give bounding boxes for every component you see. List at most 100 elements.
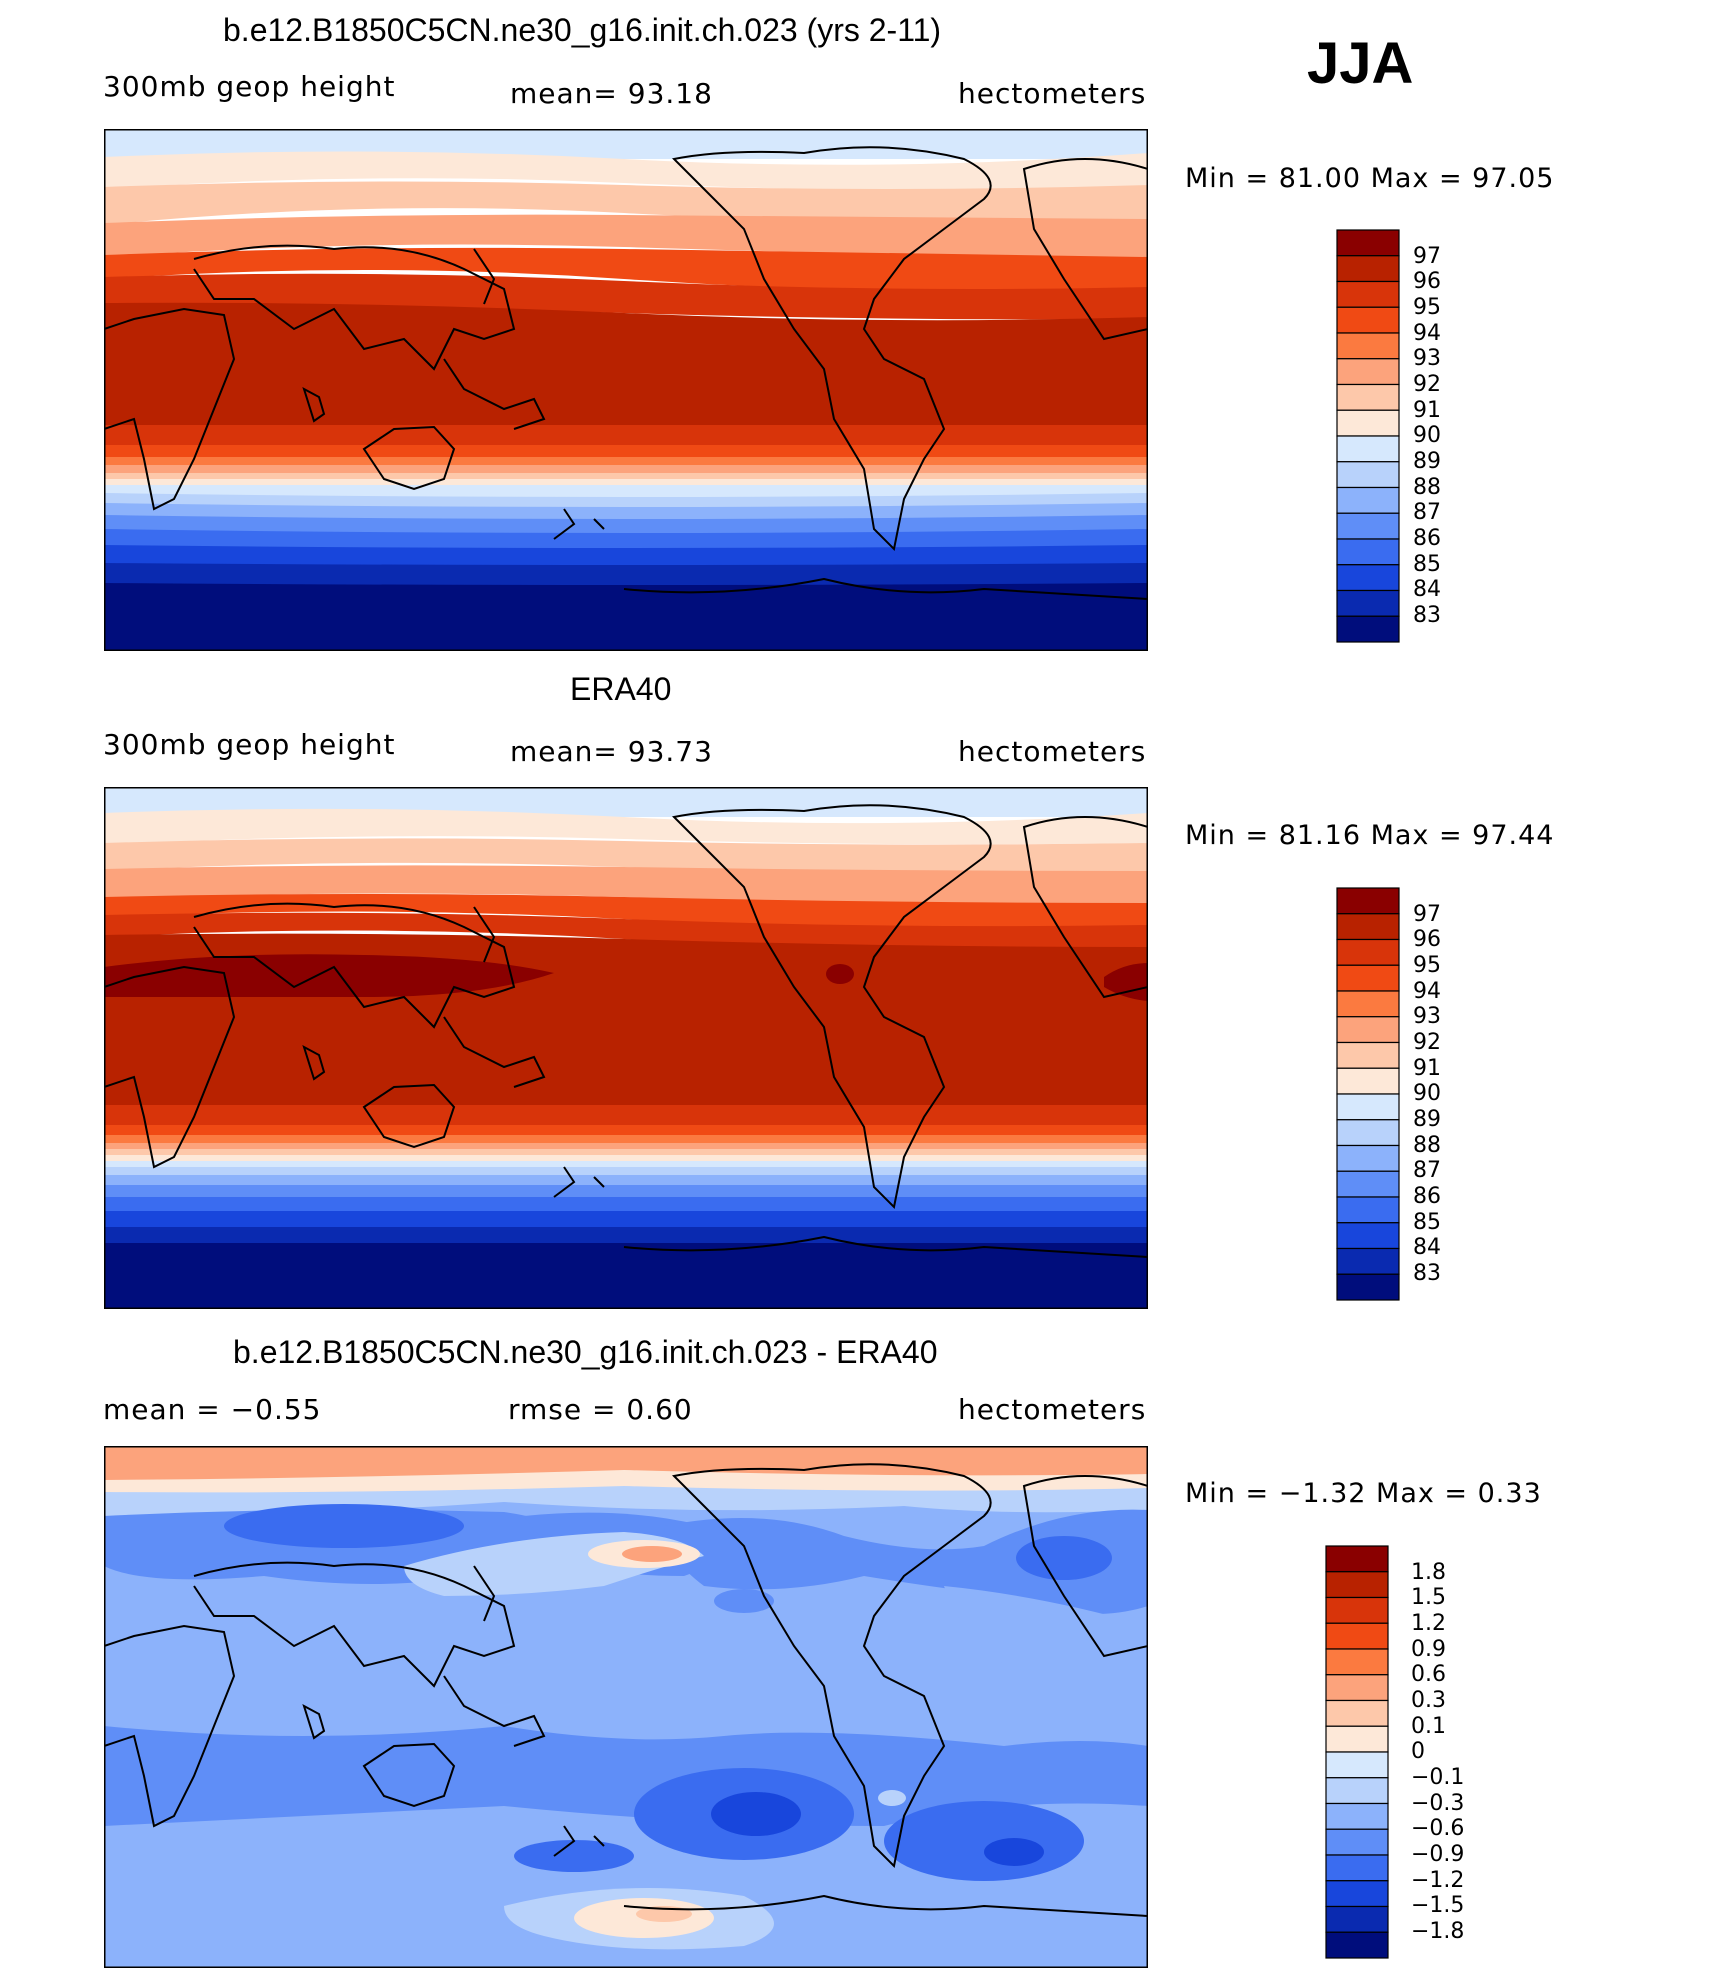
band-1-f [104,273,1148,320]
cb2-label-7: 90 [1413,1081,1441,1106]
cb1-label-5: 92 [1413,372,1441,397]
panel-2-frame [104,787,1148,1309]
colorbar-box-7 [1336,1067,1400,1095]
colorbar-box-13 [1336,1222,1400,1250]
colorbar-box-13 [1336,564,1400,592]
colorbar-box-6 [1325,1699,1389,1727]
colorbar-box-9 [1336,461,1400,489]
colorbar-box-12 [1336,1196,1400,1224]
colorbar-box-9 [1325,1777,1389,1805]
colorbar-box-14 [1336,1247,1400,1275]
colorbar-box-1 [1325,1571,1389,1599]
panel-1-units-label: hectometers [958,77,1147,110]
cb2-label-10: 87 [1413,1158,1441,1183]
cb1-label-12: 85 [1413,552,1441,577]
colorbar-box-12 [1325,1854,1389,1882]
panel-2-units-label: hectometers [958,735,1147,768]
colorbar-2-boxes [1336,887,1400,1301]
cb3-label-11: −0.9 [1411,1842,1465,1867]
colorbar-box-10 [1336,1144,1400,1172]
panel-2-variable-label: 300mb geop height [103,728,396,761]
panel-3-colorbar [1325,1545,1389,1959]
colorbar-box-8 [1336,1093,1400,1121]
panel-2-colorbar [1336,887,1400,1301]
cb3-label-12: −1.2 [1411,1868,1465,1893]
colorbar-box-0 [1336,229,1400,257]
cb1-label-6: 91 [1413,398,1441,423]
panel-2-mean-label: mean= 93.73 [510,735,713,768]
cb1-label-0: 97 [1413,244,1441,269]
colorbar-box-7 [1325,1725,1389,1753]
cb3-label-6: 0.1 [1411,1714,1446,1739]
band-1-d [104,214,1148,259]
panel-1-colorbar [1336,229,1400,643]
cb3-label-8: −0.1 [1411,1765,1465,1790]
cb1-label-9: 88 [1413,475,1441,500]
colorbar-box-0 [1336,887,1400,915]
colorbar-box-15 [1336,615,1400,643]
panel-3-minmax: Min = −1.32 Max = 0.33 [1185,1478,1542,1509]
cb1-label-11: 86 [1413,526,1441,551]
coastlines [104,146,1148,600]
band-1-k [104,465,1148,475]
cb1-label-4: 93 [1413,346,1441,371]
cb3-label-13: −1.5 [1411,1893,1465,1918]
cb1-label-13: 84 [1413,577,1441,602]
cb1-label-14: 83 [1413,603,1441,628]
colorbar-box-3 [1336,964,1400,992]
colorbar-box-11 [1325,1828,1389,1856]
colorbar-box-6 [1336,1041,1400,1069]
cb1-label-7: 90 [1413,423,1441,448]
panel-3-mean-label: mean = −0.55 [103,1393,322,1426]
colorbar-box-7 [1336,409,1400,437]
colorbar-box-3 [1336,306,1400,334]
cb2-label-11: 86 [1413,1184,1441,1209]
colorbar-box-5 [1336,358,1400,386]
band-1-l [104,473,1148,481]
cb1-label-3: 94 [1413,321,1441,346]
cb2-label-1: 96 [1413,927,1441,952]
cb2-label-2: 95 [1413,953,1441,978]
cb2-label-0: 97 [1413,902,1441,927]
band-1-q [104,515,1148,535]
colorbar-box-1 [1336,255,1400,283]
cb2-label-13: 84 [1413,1235,1441,1260]
cb2-label-12: 85 [1413,1210,1441,1235]
panel-3-map [104,1446,1148,1968]
panel-3-title: b.e12.B1850C5CN.ne30_g16.init.ch.023 - E… [233,1334,938,1370]
band-1-g [104,302,1148,429]
panel-2-title: ERA40 [570,671,672,707]
band-1-r [104,529,1148,550]
band-1-n [104,485,1148,499]
season-label: JJA [1307,31,1414,96]
panel-1-frame [104,129,1148,651]
panel-1-variable-label: 300mb geop height [103,70,396,103]
cb3-label-3: 0.9 [1411,1637,1446,1662]
cb3-label-0: 1.8 [1411,1560,1446,1585]
colorbar-box-6 [1336,383,1400,411]
cb2-label-3: 94 [1413,979,1441,1004]
colorbar-box-4 [1325,1648,1389,1676]
panel-1-title: b.e12.B1850C5CN.ne30_g16.init.ch.023 (yr… [223,12,942,48]
band-1-t [104,563,1148,587]
cb1-label-8: 89 [1413,449,1441,474]
colorbar-3-boxes [1325,1545,1389,1959]
colorbar-box-2 [1336,938,1400,966]
cb3-label-4: 0.6 [1411,1662,1446,1687]
band-1-s [104,545,1148,567]
panel-3-units-label: hectometers [958,1393,1147,1426]
colorbar-box-10 [1325,1802,1389,1830]
colorbar-box-14 [1325,1905,1389,1933]
cb2-label-4: 93 [1413,1004,1441,1029]
cb1-label-2: 95 [1413,295,1441,320]
colorbar-box-8 [1336,435,1400,463]
colorbar-box-4 [1336,332,1400,360]
cb2-label-8: 89 [1413,1107,1441,1132]
colorbar-box-15 [1336,1273,1400,1301]
colorbar-box-14 [1336,589,1400,617]
colorbar-box-0 [1325,1545,1389,1573]
colorbar-box-11 [1336,1170,1400,1198]
colorbar-box-3 [1325,1622,1389,1650]
band-1-c [104,181,1148,225]
band-1-j [104,457,1148,467]
